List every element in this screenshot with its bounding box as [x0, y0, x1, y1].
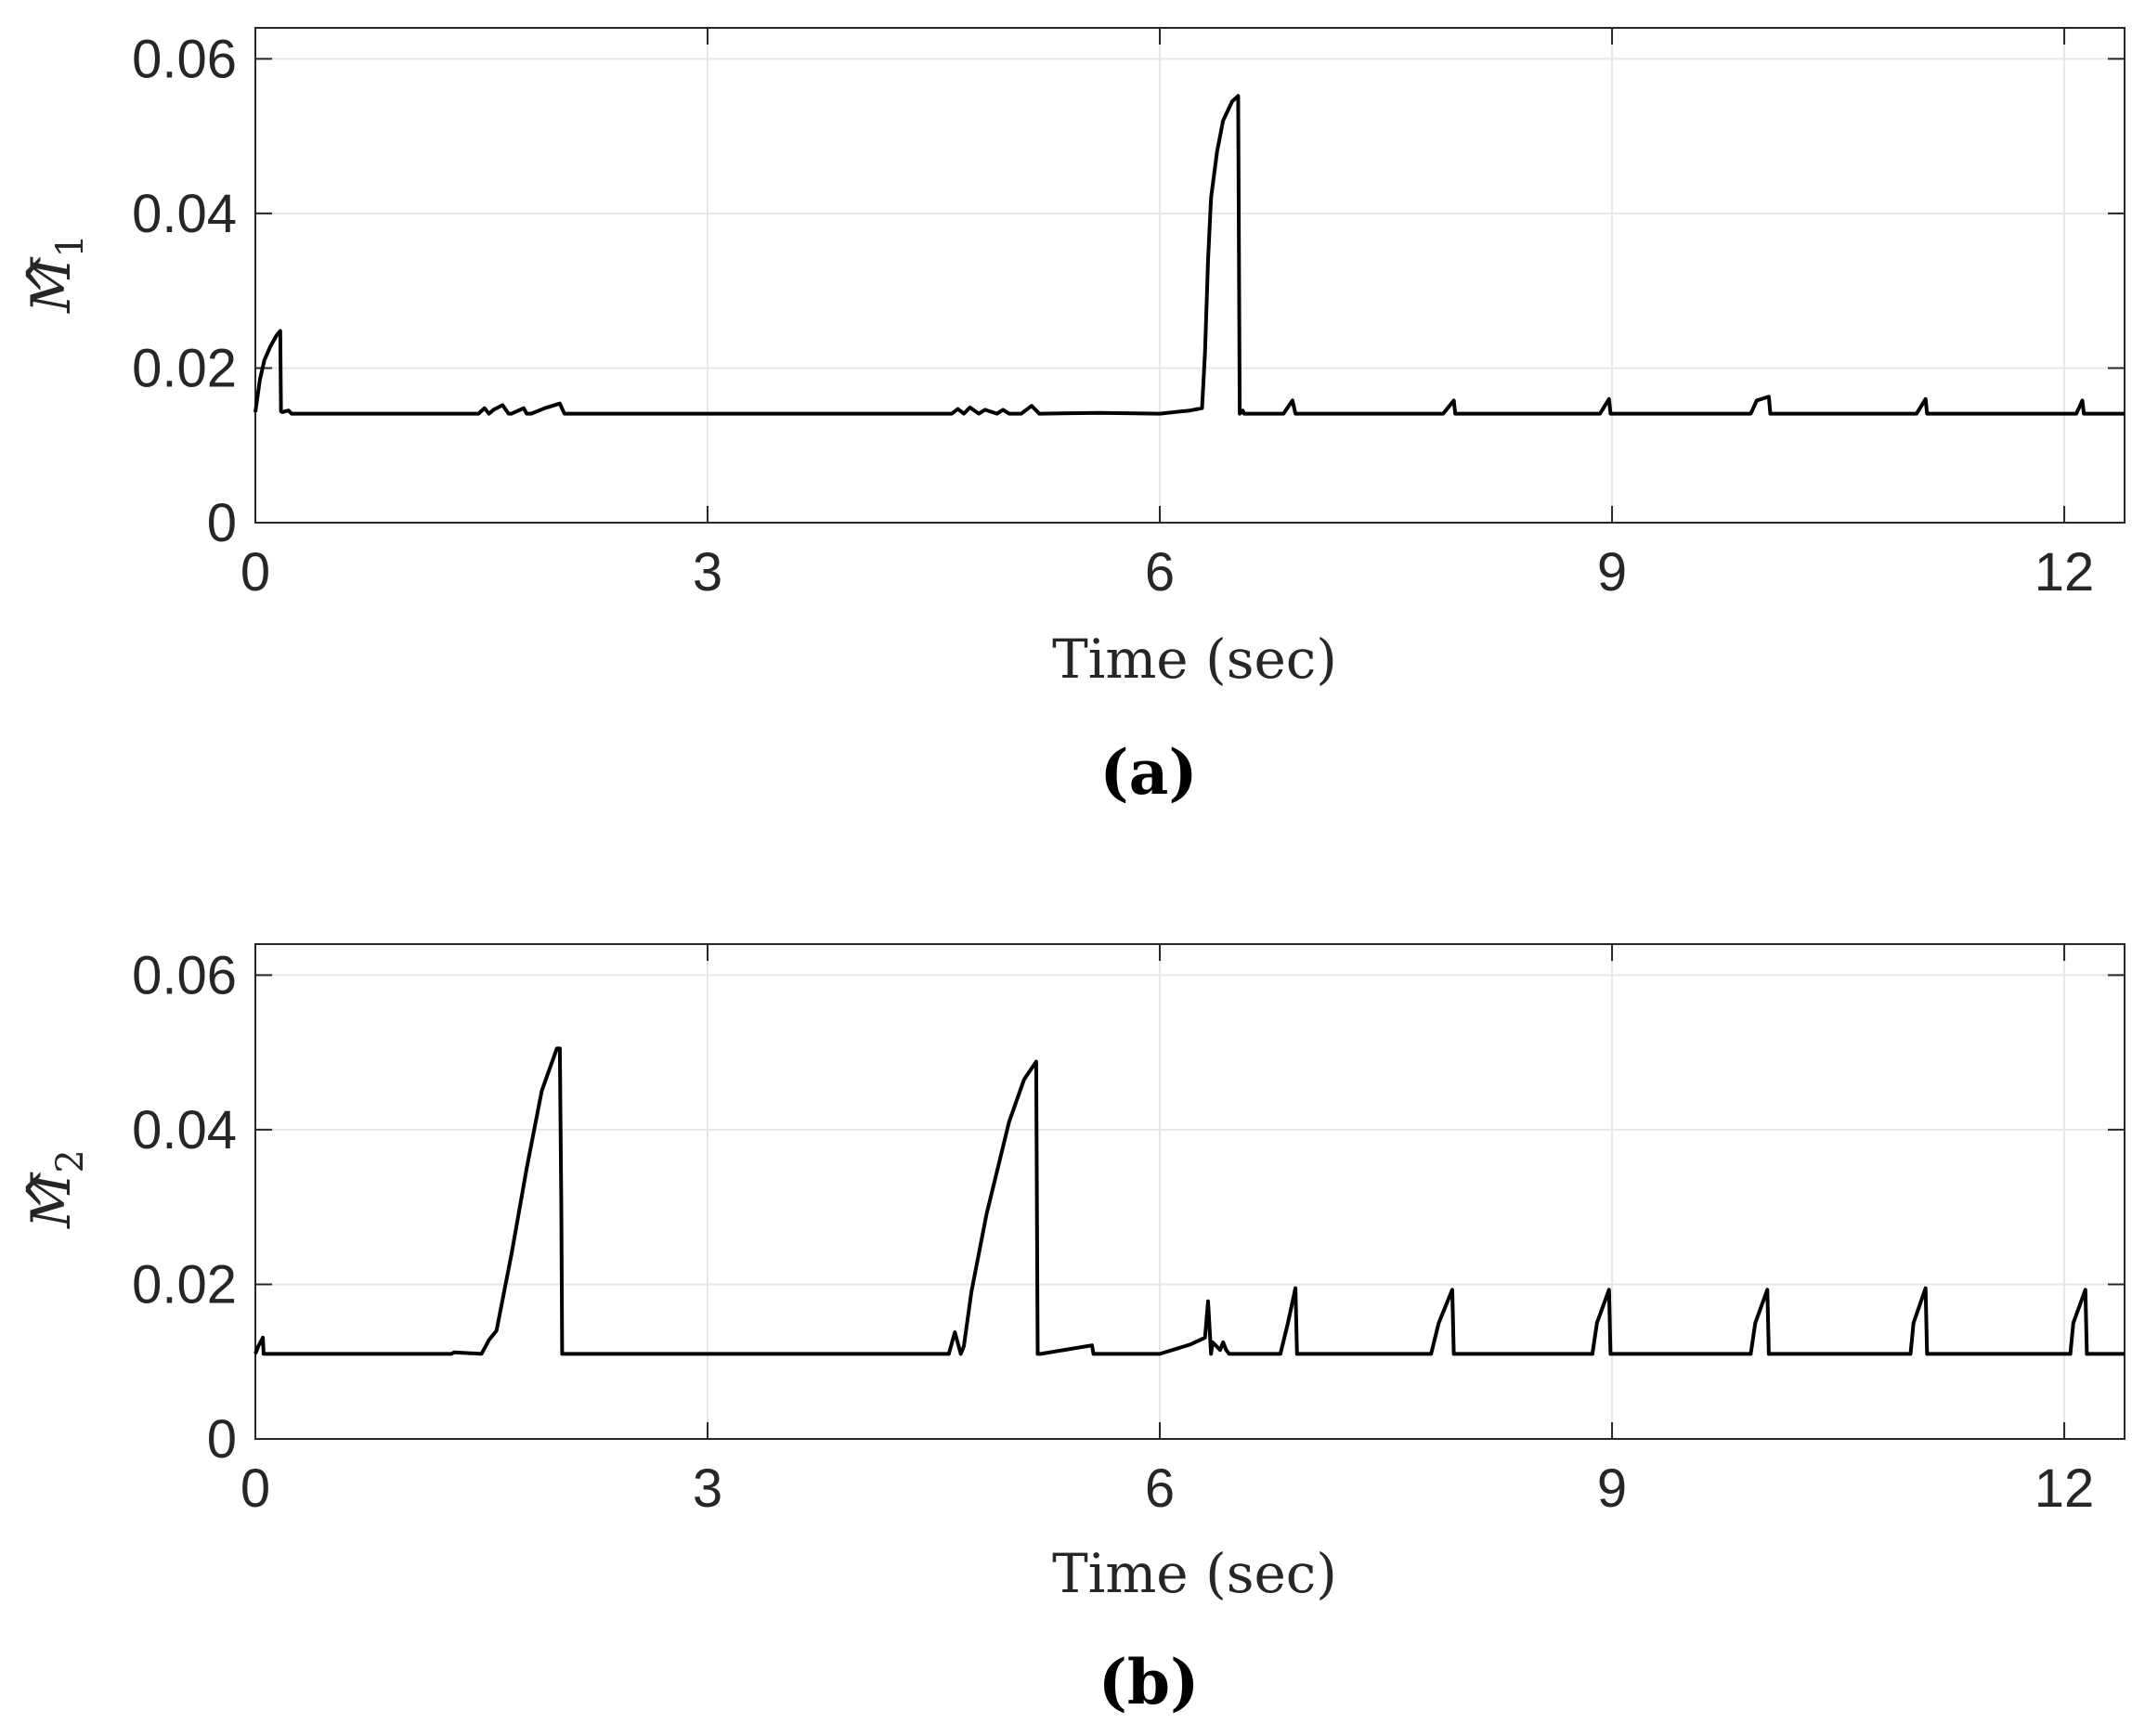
y-tick-label-b-0: 0: [207, 1409, 237, 1470]
axes-frame-b: [254, 943, 2126, 1440]
y-axis-label-a: M1: [20, 234, 92, 314]
y-axis-label-a-hat: ^: [15, 251, 78, 296]
x-axis-label-a: Time (sec): [1052, 628, 1337, 691]
panel-caption-b: (b): [1098, 1646, 1200, 1718]
x-tick-label-b-1: 3: [693, 1458, 722, 1519]
y-tick-label-a-2: 0.04: [132, 184, 237, 244]
x-tick-label-a-0: 0: [240, 542, 270, 602]
y-axis-label-b-main: M: [20, 1172, 83, 1229]
y-tick-label-b-3: 0.06: [132, 945, 237, 1005]
x-tick-label-b-2: 6: [1145, 1458, 1175, 1519]
panel-a: 0 0.02 0.04 0.06 0 3 6 9 12 Time (sec) M1 ^ (a): [15, 27, 2126, 809]
series-line-a: [254, 94, 2125, 416]
y-tick-label-a-1: 0.02: [132, 338, 237, 398]
y-axis-label-a-subscript: 1: [49, 234, 92, 257]
x-tick-label-a-1: 3: [693, 542, 722, 602]
x-ticks-b: 0 3 6 9 12: [240, 944, 2094, 1519]
y-axis-label-b-subscript: 2: [49, 1149, 92, 1172]
x-axis-label-b: Time (sec): [1052, 1542, 1337, 1605]
x-tick-label-a-3: 9: [1597, 542, 1627, 602]
grid-b: [254, 944, 2125, 1440]
y-axis-label-a-main: M: [20, 256, 83, 314]
x-tick-label-b-4: 12: [2034, 1458, 2095, 1519]
series-line-b: [254, 1046, 2125, 1356]
panel-caption-a: (a): [1099, 736, 1197, 809]
y-tick-label-a-0: 0: [207, 493, 237, 553]
x-tick-label-b-3: 9: [1597, 1458, 1627, 1519]
y-axis-label-b-hat: ^: [15, 1166, 78, 1211]
y-ticks-a: 0 0.02 0.04 0.06: [132, 29, 2125, 553]
x-tick-label-b-0: 0: [240, 1458, 270, 1519]
y-tick-label-b-2: 0.04: [132, 1100, 237, 1160]
y-ticks-b: 0 0.02 0.04 0.06: [132, 945, 2125, 1470]
x-tick-label-a-2: 6: [1145, 542, 1175, 602]
x-ticks-a: 0 3 6 9 12: [240, 28, 2094, 602]
grid-a: [254, 28, 2125, 524]
y-axis-label-b: M2: [20, 1149, 92, 1229]
panel-b: 0 0.02 0.04 0.06 0 3 6 9 12 Time (sec) M2 ^ (b): [15, 943, 2126, 1718]
y-tick-label-b-1: 0.02: [132, 1254, 237, 1315]
y-tick-label-a-3: 0.06: [132, 29, 237, 89]
x-tick-label-a-4: 12: [2034, 542, 2095, 602]
axes-frame-a: [254, 27, 2126, 524]
